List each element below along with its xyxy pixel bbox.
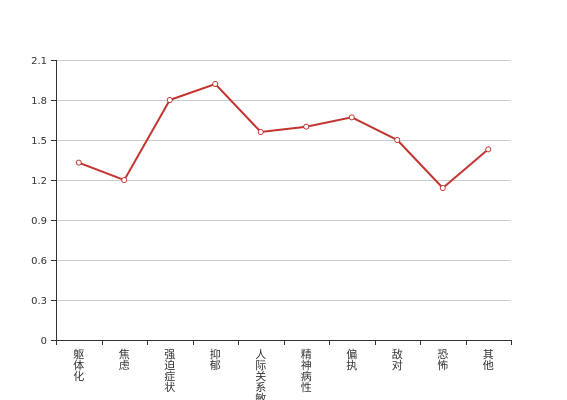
x-tick-label: 偏执 [346,347,357,372]
data-point[interactable] [485,146,492,153]
y-tick-label: 0.9 [31,216,47,227]
y-tick-label: 2.1 [31,56,47,67]
x-tick-label: 抑郁 [210,347,221,372]
x-tick-label: 躯体化 [73,348,84,383]
data-point[interactable] [257,129,264,135]
y-tick-label: 0.3 [31,296,47,307]
y-tick-label: 1.2 [31,176,47,187]
y-tick-label: 0 [41,336,47,347]
y-tick-label: 1.5 [31,136,47,147]
data-point[interactable] [166,97,173,103]
x-tick-label: 强迫症状 [164,348,175,394]
x-tick-label: 其他 [483,348,494,372]
x-tick-label: 焦虑 [119,348,130,372]
data-point[interactable] [75,159,82,166]
axes [51,60,512,345]
data-point[interactable] [394,137,401,143]
x-tick-labels: 躯体化 焦虑 强迫症状 抑郁 人际关系敏 精神病性 偏执 敌对 恐怖 其他 [73,347,494,400]
data-point[interactable] [303,123,310,130]
grid-lines [56,60,511,301]
y-tick-labels: 0 0.3 0.6 0.9 1.2 1.5 1.8 2.1 [31,56,47,347]
series [75,81,492,191]
data-point[interactable] [439,185,446,191]
data-point[interactable] [348,114,355,121]
data-point[interactable] [212,81,219,87]
x-tick-label: 敌对 [392,347,403,372]
y-tick-label: 0.6 [31,256,47,267]
series-line [78,82,489,190]
x-tick-label: 人际关系敏 [255,348,266,400]
x-tick-label: 恐怖 [437,348,448,372]
x-tick-label: 精神病性 [301,348,312,394]
data-point[interactable] [121,177,128,183]
y-tick-label: 1.8 [31,96,47,107]
